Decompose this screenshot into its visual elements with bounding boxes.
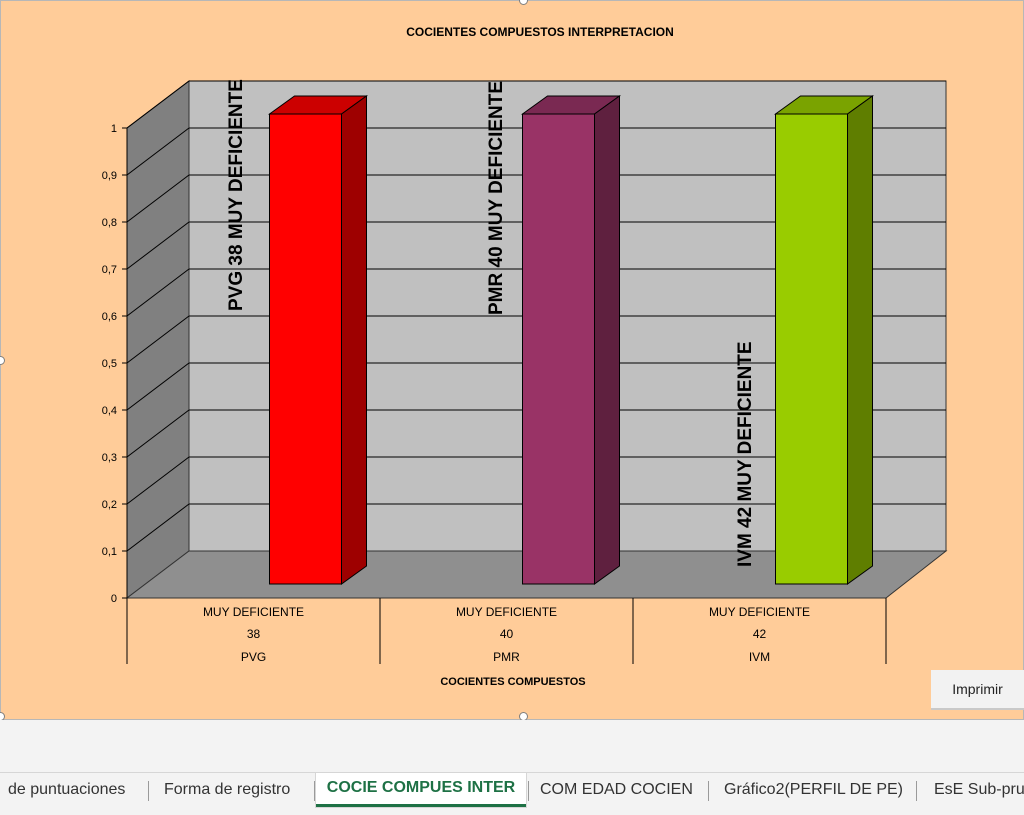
chart-title: COCIENTES COMPUESTOS INTERPRETACION [406, 25, 674, 39]
tab-separator [708, 781, 709, 801]
tab-forma-de-registro[interactable]: Forma de registro [164, 781, 291, 798]
y-tick-label: 0,3 [102, 452, 117, 464]
bar [522, 113, 595, 585]
chart-svg: 0 0,1 0,2 0,3 0,4 0,5 0,6 0,7 0,8 0,9 1 PVG 38 MUY … [102, 25, 948, 688]
gridline-side [126, 127, 190, 176]
tab-de-puntuaciones[interactable]: de puntuaciones [8, 781, 126, 798]
tab-separator [314, 781, 315, 801]
tab-com-edad-cocien[interactable]: COM EDAD COCIEN [540, 781, 693, 798]
tab-ese-sub-pru[interactable]: EsE Sub-pru [934, 781, 1024, 798]
y-tick-label: 0,5 [102, 358, 117, 370]
gridline-side [126, 362, 190, 411]
y-tick-label: 0 [111, 593, 117, 605]
bar [775, 113, 848, 585]
gridline-side [126, 221, 190, 270]
tab-separator [528, 781, 529, 801]
gridline-side [126, 456, 190, 505]
print-button[interactable]: Imprimir [931, 670, 1024, 710]
y-tick-label: 0,2 [102, 499, 117, 511]
category-label: MUY DEFICIENTE [203, 605, 304, 619]
data-label: PMR 40 MUY DEFICIENTE [486, 81, 507, 315]
bar-side [847, 95, 873, 585]
x-axis-title: COCIENTES COMPUESTOS [440, 676, 585, 688]
category-label: 40 [500, 627, 514, 641]
tab-separator [148, 781, 149, 801]
gridline-side [126, 174, 190, 223]
y-tick-label: 0,4 [102, 405, 117, 417]
bar [269, 113, 342, 585]
tab-separator [916, 781, 917, 801]
y-tick-label: 0,8 [102, 217, 117, 229]
category-label: MUY DEFICIENTE [456, 605, 557, 619]
category-label: IVM [749, 650, 770, 664]
chart-area[interactable]: 0 0,1 0,2 0,3 0,4 0,5 0,6 0,7 0,8 0,9 1 PVG 38 MUY … [0, 0, 1024, 720]
y-tick-label: 0,6 [102, 311, 117, 323]
gridline-side [126, 80, 190, 129]
category-label: 38 [247, 627, 261, 641]
category-label: PVG [241, 650, 266, 664]
gridline-side [126, 503, 190, 552]
sheet-gap [0, 720, 1024, 772]
y-tick-label: 0,1 [102, 546, 117, 558]
gridline-side [126, 409, 190, 458]
sheet-tab-bar: de puntuaciones Forma de registro COCIE … [0, 772, 1024, 815]
y-tick-label: 1 [111, 123, 117, 135]
resize-handle-top[interactable] [519, 0, 528, 5]
resize-handle-left[interactable] [0, 356, 5, 365]
data-label: IVM 42 MUY DEFICIENTE [735, 341, 756, 567]
y-tick-label: 0,7 [102, 264, 117, 276]
category-label: PMR [493, 650, 520, 664]
data-label: PVG 38 MUY DEFICIENTE [226, 79, 247, 311]
bar-side [594, 95, 620, 585]
category-label: 42 [753, 627, 767, 641]
gridline-side [126, 268, 190, 317]
y-tick-label: 0,9 [102, 170, 117, 182]
tab-grafico2-perfil[interactable]: Gráfico2(PERFIL DE PE) [724, 781, 904, 798]
tab-cocie-compues-inter[interactable]: COCIE COMPUES INTER [316, 773, 526, 807]
category-label: MUY DEFICIENTE [709, 605, 810, 619]
bar-side [341, 95, 367, 585]
gridline-side [126, 315, 190, 364]
